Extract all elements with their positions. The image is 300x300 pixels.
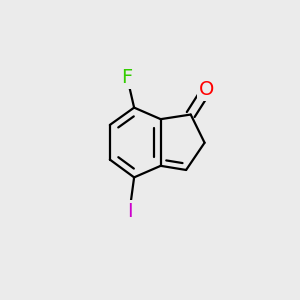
Text: O: O [199,80,214,99]
Text: I: I [127,202,132,221]
Text: F: F [122,68,133,87]
